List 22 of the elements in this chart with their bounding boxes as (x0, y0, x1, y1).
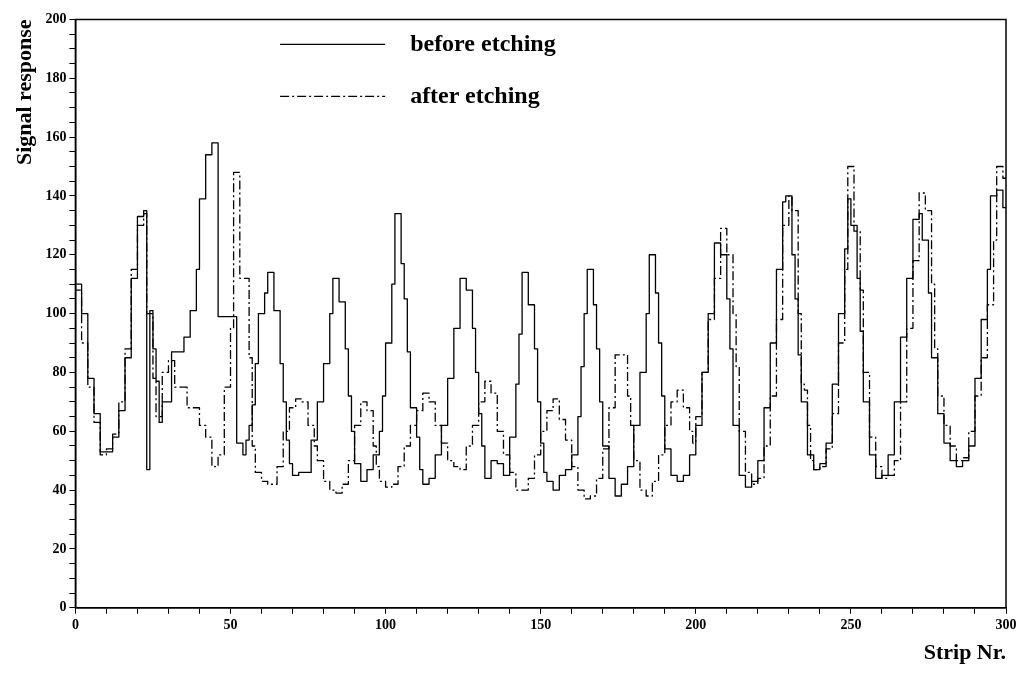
y-axis-title: Signal response (10, 19, 36, 166)
x-axis-title: Strip Nr. (923, 639, 1006, 665)
x-tick-label: 100 (375, 616, 397, 632)
y-tick-label: 20 (52, 540, 67, 556)
y-tick-label: 80 (52, 364, 67, 380)
y-tick-label: 200 (45, 11, 67, 27)
x-tick-label: 0 (71, 616, 79, 632)
x-tick-label: 150 (530, 616, 552, 632)
y-tick-label: 0 (59, 599, 67, 615)
y-tick-label: 140 (45, 187, 67, 203)
y-tick-label: 100 (45, 305, 67, 321)
y-tick-label: 120 (45, 246, 67, 262)
y-tick-label: 180 (45, 69, 67, 85)
legend-label: after etching (410, 81, 540, 108)
y-tick-label: 60 (52, 422, 67, 438)
legend-label: before etching (410, 29, 556, 56)
y-tick-label: 40 (52, 481, 67, 497)
x-tick-label: 250 (840, 616, 862, 632)
x-tick-label: 50 (223, 616, 238, 632)
y-tick-label: 160 (45, 128, 67, 144)
x-tick-label: 300 (995, 616, 1017, 632)
x-tick-label: 200 (685, 616, 707, 632)
